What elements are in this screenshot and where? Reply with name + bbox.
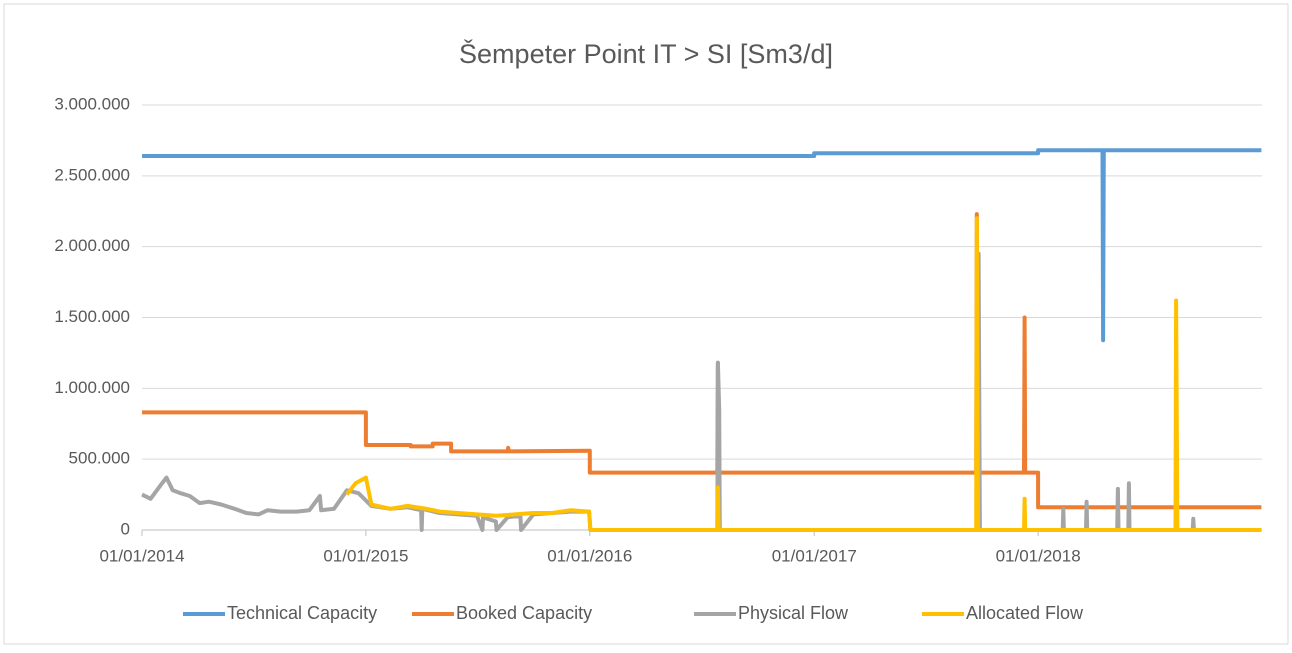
legend-label: Technical Capacity [227,603,377,623]
chart-frame [3,3,1289,645]
series-line [345,216,1262,532]
y-tick-label: 0 [121,519,130,538]
y-tick-label: 1.500.000 [54,307,130,326]
x-tick-label: 01/01/2015 [323,546,408,565]
x-tick-label: 01/01/2018 [996,546,1081,565]
legend-label: Allocated Flow [966,603,1084,623]
legend-label: Booked Capacity [456,603,592,623]
series-line [142,212,1262,510]
series-line [141,251,1262,532]
x-tick-label: 01/01/2014 [99,546,184,565]
y-tick-label: 2.500.000 [54,165,130,184]
y-tick-label: 3.000.000 [54,94,130,113]
x-tick-label: 01/01/2016 [547,546,632,565]
y-tick-label: 1.000.000 [54,378,130,397]
series-line [142,148,1262,343]
x-tick-label: 01/01/2017 [772,546,857,565]
chart-title: Šempeter Point IT > SI [Sm3/d] [459,38,833,69]
y-tick-label: 2.000.000 [54,236,130,255]
y-tick-label: 500.000 [69,449,130,468]
legend-label: Physical Flow [738,603,849,623]
